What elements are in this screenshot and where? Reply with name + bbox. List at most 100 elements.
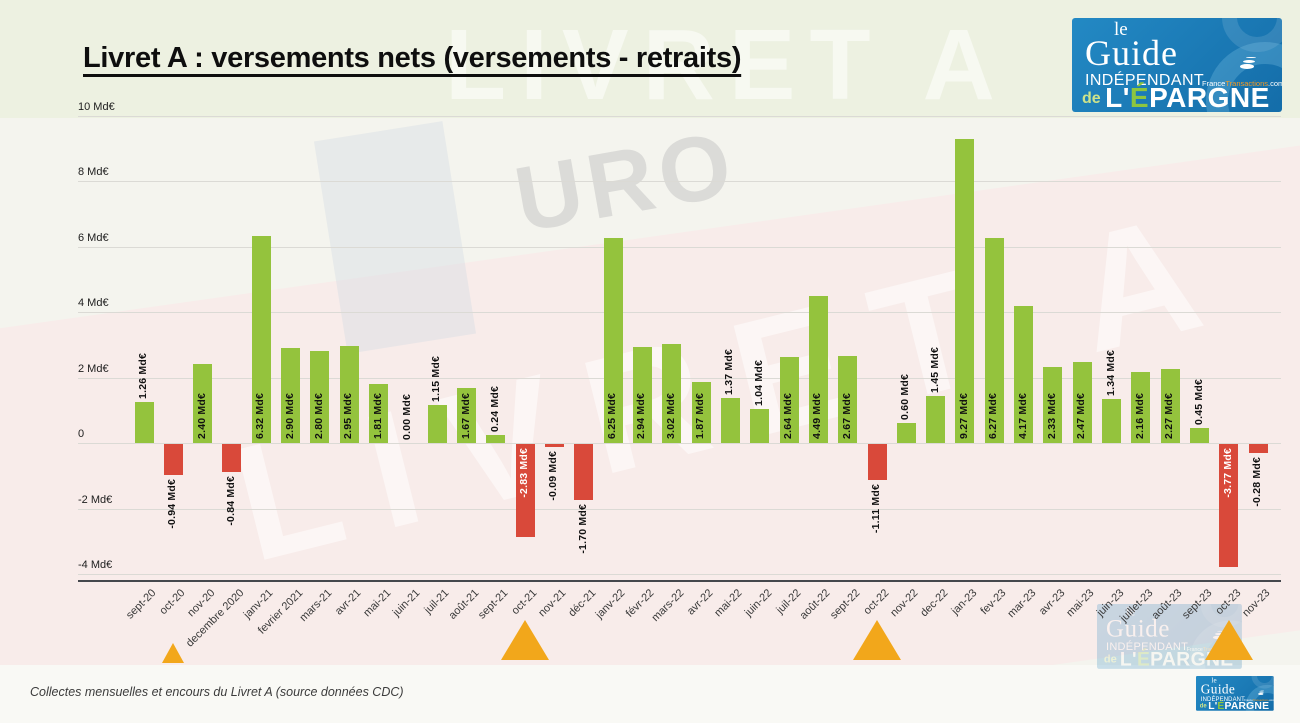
bar (1131, 372, 1151, 443)
page-title: Livret A : versements nets (versements -… (83, 42, 742, 74)
bar-value-label: 1.04 Md€ (752, 359, 765, 406)
bar-value-label: 2.64 Md€ (782, 393, 795, 439)
bar (896, 423, 916, 443)
x-axis-label: mai-23 (1064, 587, 1097, 620)
y-axis-tick-label: 4 Md€ (78, 297, 109, 309)
gridline (78, 246, 1281, 248)
bar (1102, 399, 1122, 443)
logo-word-independant: INDÉPENDANT (1085, 72, 1205, 89)
bar-value-label: 2.33 Md€ (1045, 393, 1058, 439)
logo-word-epargne: de L'ÉPARGNE (1082, 82, 1270, 112)
x-axis-label: août-23 (1149, 587, 1185, 622)
logo-word-le: le (1125, 604, 1136, 620)
x-axis-label: mai-21 (360, 587, 394, 620)
x-axis-label: juin-22 (742, 587, 775, 619)
logo-word-guide: Guide (1105, 614, 1171, 642)
highlight-triangle-icon (162, 643, 185, 663)
x-axis-label: déc-21 (566, 587, 599, 620)
logo-footer: le Guide INDÉPENDANT FranceTransactions.… (1196, 676, 1274, 711)
logo-ring-decoration (1245, 684, 1274, 711)
bar-value-label: 6.32 Md€ (254, 393, 267, 439)
bar (926, 395, 946, 443)
bar (1072, 362, 1092, 443)
gridline (78, 181, 1281, 182)
bar-value-label: -0.28 Md€ (1251, 457, 1264, 507)
highlight-triangle-icon (501, 620, 550, 660)
bar-value-label: 2.80 Md€ (312, 393, 325, 439)
bar-value-label: -3.77 Md€ (1221, 448, 1234, 498)
bar-value-label: -2.83 Md€ (518, 448, 531, 498)
highlight-triangle-icon (1204, 620, 1253, 660)
bar (691, 381, 711, 443)
bar-value-label: -0.09 Md€ (547, 450, 560, 501)
logo-site-url: FranceTransactions.com (1244, 698, 1274, 702)
bar-value-label: 1.81 Md€ (371, 393, 384, 439)
francetransactions-mascot-icon (1258, 693, 1264, 695)
x-axis-label: oct-21 (509, 587, 540, 618)
bar-value-label: 2.27 Md€ (1163, 393, 1176, 439)
x-axis-label: nov-21 (536, 587, 569, 620)
x-axis-label: mai-22 (712, 587, 745, 620)
gridline (78, 312, 1281, 313)
x-axis-label: juin-21 (390, 587, 423, 619)
bar-value-label: 1.15 Md€ (430, 356, 443, 403)
guide-epargne-logo: le Guide INDÉPENDANT FranceTransactions.… (1072, 18, 1282, 112)
bar (339, 346, 359, 443)
francetransactions-mascot-icon (1240, 64, 1254, 69)
bar (486, 435, 506, 443)
x-axis-label: avr-23 (1036, 587, 1068, 618)
livret-a-top-watermark: LIVRET A (445, 9, 1009, 121)
highlight-triangle-icon (853, 620, 901, 660)
y-axis-tick-label: 6 Md€ (78, 231, 109, 244)
logo-word-epargne: de L'ÉPARGNE (1199, 699, 1270, 711)
x-axis-label: nov-22 (888, 587, 921, 620)
x-axis-label: sept-22 (827, 587, 863, 622)
bar (193, 364, 213, 443)
x-axis-line (78, 580, 1281, 582)
bar (662, 344, 682, 443)
x-axis-label: sept-21 (475, 587, 511, 622)
x-axis-label: janv-22 (593, 587, 628, 621)
bar-value-label: 0.45 Md€ (1192, 379, 1205, 426)
bar (1014, 306, 1034, 443)
bar-value-label: 2.16 Md€ (1133, 393, 1146, 439)
bar (1043, 366, 1063, 443)
source-note: Collectes mensuelles et encours du Livre… (30, 685, 404, 699)
bar-value-label: 1.37 Md€ (723, 349, 736, 396)
bar-value-label: 2.90 Md€ (283, 393, 296, 439)
bar (134, 401, 154, 443)
x-axis-label: août-21 (446, 587, 482, 622)
bar-value-label: 2.47 Md€ (1075, 393, 1088, 439)
bar-value-label: 1.67 Md€ (459, 393, 472, 439)
gridline (78, 115, 1281, 117)
x-axis-label: oct-23 (1213, 587, 1244, 618)
bar (750, 408, 770, 443)
bar (544, 444, 564, 447)
x-axis-label: avr-22 (685, 587, 716, 618)
x-axis-label: août-22 (797, 587, 833, 622)
bar (251, 236, 271, 443)
x-axis-label: fev-23 (978, 587, 1009, 618)
guide-epargne-logo: le Guide INDÉPENDANT FranceTransactions.… (1196, 676, 1274, 711)
logo-site-url: FranceTransactions.com (1202, 79, 1282, 88)
gridline (78, 574, 1281, 575)
gridline (78, 443, 1281, 444)
bottom-background-band (0, 665, 1300, 723)
logo-word-independant: INDÉPENDANT (1200, 695, 1245, 703)
bar (955, 139, 975, 443)
bar (779, 356, 799, 443)
y-axis-tick-label: -4 Md€ (78, 559, 113, 571)
x-axis-label: oct-20 (157, 587, 188, 618)
x-axis-label: avr-21 (333, 587, 364, 618)
bar (720, 398, 740, 443)
bar (808, 295, 828, 443)
bar-value-label: 2.40 Md€ (195, 393, 208, 439)
x-axis-label: oct-22 (861, 587, 892, 618)
x-axis-label: dec-22 (917, 587, 951, 620)
bar (603, 238, 623, 443)
bar (222, 444, 242, 472)
bar (515, 444, 535, 537)
bar-value-label: -1.70 Md€ (576, 503, 589, 554)
bar-value-label: 6.25 Md€ (606, 393, 619, 439)
